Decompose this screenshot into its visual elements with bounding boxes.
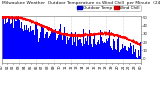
Legend: Outdoor Temp, Wind Chill: Outdoor Temp, Wind Chill — [77, 5, 141, 11]
Text: Milwaukee Weather  Outdoor Temperature vs Wind Chill  per Minute  (24 Hours): Milwaukee Weather Outdoor Temperature vs… — [2, 1, 160, 5]
